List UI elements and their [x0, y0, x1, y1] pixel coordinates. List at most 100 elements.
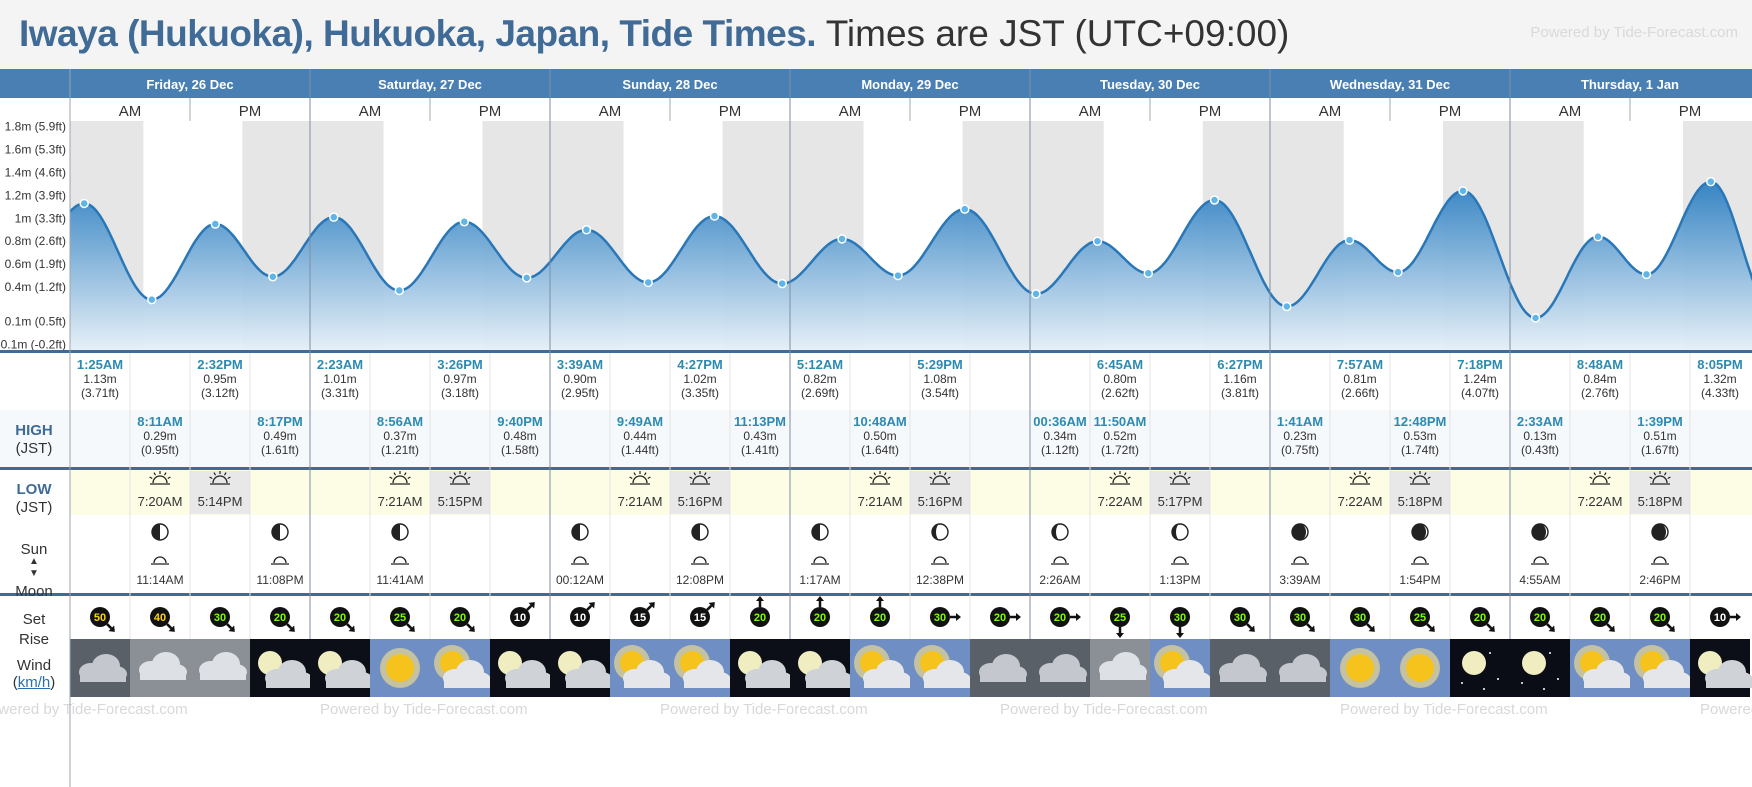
high-tide-feet: (3.18ft)	[441, 386, 479, 400]
pm-label: PM	[1679, 103, 1702, 120]
footer-watermark: Powered by Tide-Forecast.com	[1340, 701, 1548, 718]
wind-unit-row: (km/h)	[12, 674, 56, 691]
weather-night-cloudy-icon	[250, 639, 313, 697]
wind-arrow-head	[1548, 625, 1555, 632]
wind-badge	[870, 607, 890, 627]
row-separator	[0, 593, 1752, 596]
wind-speed: 20	[994, 612, 1006, 624]
moon-horizon-icon	[151, 556, 169, 565]
wind-badge	[330, 607, 350, 627]
wind-unit-link[interactable]: km/h	[17, 674, 51, 691]
wind-indicator: 20	[1530, 607, 1555, 632]
sun-ray	[943, 472, 947, 476]
wind-arrow-head	[1736, 613, 1741, 621]
cloud-base	[624, 678, 670, 688]
pm-label: PM	[239, 103, 262, 120]
high-tide-metres: 1.13m	[83, 372, 116, 386]
weather-night-cloudy-icon	[730, 639, 793, 697]
low-tide-point	[1393, 267, 1403, 277]
am-label: AM	[1319, 103, 1342, 120]
y-tick-label: 1.6m (5.3ft)	[5, 143, 66, 157]
moon-shadow	[692, 524, 700, 540]
wind-arrow-shaft	[1426, 623, 1433, 630]
wind-indicator: 30	[210, 607, 235, 632]
day-label: Monday, 29 Dec	[861, 77, 958, 92]
weather-cloudy-icon	[70, 639, 130, 697]
y-tick-label: -0.1m (-0.2ft)	[0, 337, 66, 351]
weather-night-cloudy-icon	[310, 639, 373, 697]
moon-phase-icon	[691, 523, 709, 541]
moon-row-bg	[0, 515, 1752, 593]
sun-arc	[152, 475, 168, 484]
sun-arc	[1412, 475, 1428, 484]
low-tide-metres: 0.37m	[383, 429, 416, 443]
moon-arc	[273, 556, 287, 564]
moon-horizon-icon	[931, 556, 949, 565]
sun-arc	[212, 475, 228, 484]
wind-arrow-head	[1176, 633, 1184, 638]
star	[1489, 652, 1491, 654]
high-tide-time: 2:32PM	[197, 357, 243, 372]
low-tide-feet: (1.72ft)	[1101, 443, 1139, 457]
moon-arc	[153, 556, 167, 564]
weather-partly-cloudy-icon	[1630, 639, 1691, 697]
wind-speed: 20	[274, 612, 286, 624]
sun-ray	[1667, 476, 1671, 480]
moon-rise-label: Rise	[18, 631, 49, 648]
wind-indicator: 20	[1650, 607, 1675, 632]
sunset-cell-bg	[910, 471, 970, 514]
sun-ray	[643, 472, 647, 476]
sun-ray	[1127, 476, 1131, 480]
cloud-base	[1100, 670, 1146, 680]
high-tide-time: 5:12AM	[797, 357, 843, 372]
moon-horizon-icon	[1531, 556, 1549, 565]
moon-arc	[573, 556, 587, 564]
cloud-base	[1280, 672, 1326, 682]
high-tide-feet: (4.33ft)	[1701, 386, 1739, 400]
wind-indicator: 25	[1110, 607, 1130, 638]
cloud-base	[746, 678, 792, 688]
wind-arrow-head	[168, 625, 175, 632]
day-label: Sunday, 28 Dec	[622, 77, 717, 92]
wind-badge	[690, 607, 710, 627]
cloud-base	[684, 678, 730, 688]
wind-arrow-shaft	[1306, 623, 1313, 630]
moon-horizon-icon	[1291, 556, 1309, 565]
footer-watermark: Powered by Tide-Forecast.com	[660, 701, 868, 718]
weather-partly-cloudy-icon	[1570, 639, 1631, 697]
moon-phase-icon	[931, 523, 949, 541]
wind-arrow-shaft	[226, 623, 233, 630]
moon-disc	[798, 651, 822, 675]
sun-ray	[449, 476, 453, 480]
weather-cloudy-icon	[970, 639, 1030, 697]
sun-arc	[1112, 475, 1128, 484]
moon-set-time: 1:13PM	[1159, 573, 1200, 587]
sun-sort-icon[interactable]: ▲ ▼	[29, 556, 39, 579]
am-label: AM	[119, 103, 142, 120]
low-tide-metres: 0.43m	[743, 429, 776, 443]
moon-phase-icon	[1651, 523, 1669, 541]
high-tide-feet: (2.66ft)	[1341, 386, 1379, 400]
wind-arrow-head	[228, 625, 235, 632]
wind-speed: 10	[1714, 612, 1726, 624]
day-label: Wednesday, 31 Dec	[1330, 77, 1450, 92]
weather-partly-cloudy-icon	[850, 639, 911, 697]
tide-area	[70, 181, 1752, 350]
wind-badge	[1530, 607, 1550, 627]
sun-ray	[1603, 472, 1607, 476]
high-tide-point	[1209, 195, 1220, 205]
moon-horizon-icon	[571, 556, 589, 565]
am-label: AM	[359, 103, 382, 120]
star	[1497, 678, 1499, 680]
moon-disc	[318, 651, 342, 675]
wind-badge	[270, 607, 290, 627]
weather-night-clear-icon	[1450, 639, 1510, 697]
sun-ray	[403, 472, 407, 476]
wind-arrow-head	[708, 602, 715, 609]
low-tide-point	[893, 270, 903, 281]
moon-shadow	[1412, 524, 1426, 540]
low-row-bg	[0, 410, 1752, 467]
sun-arc	[932, 475, 948, 484]
y-tick-label: 0.4m (1.2ft)	[5, 280, 66, 294]
footer-row-bg	[0, 697, 1752, 787]
